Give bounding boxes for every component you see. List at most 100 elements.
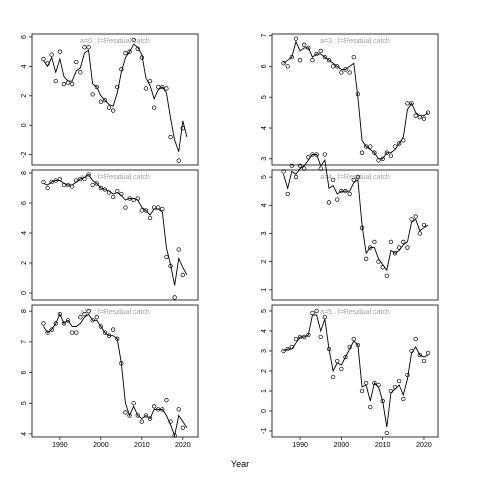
data-point xyxy=(347,70,352,75)
data-point xyxy=(401,396,406,402)
data-point xyxy=(397,141,402,146)
data-point xyxy=(293,336,299,342)
data-point xyxy=(151,404,157,409)
panel-frame xyxy=(271,169,439,301)
fit-line xyxy=(283,314,429,428)
y-tick-label: 1 xyxy=(261,288,268,292)
data-point xyxy=(111,327,116,332)
y-tick-label: 4 xyxy=(261,329,268,333)
panel-title: a=2 : f=Residual catch xyxy=(80,309,150,316)
data-point xyxy=(363,144,369,149)
data-point xyxy=(115,84,120,90)
fit-line xyxy=(43,313,188,438)
data-point xyxy=(359,388,365,394)
data-point xyxy=(168,134,173,140)
data-point xyxy=(78,315,83,320)
panel-frame xyxy=(271,304,439,438)
data-point xyxy=(94,84,99,90)
data-point xyxy=(61,321,67,326)
x-tick-label: 2020 xyxy=(175,442,191,449)
fit-line xyxy=(43,173,188,286)
data-point xyxy=(86,308,91,314)
data-point xyxy=(41,321,46,326)
data-point xyxy=(147,215,153,221)
data-point xyxy=(302,166,307,171)
data-point xyxy=(98,324,104,329)
data-point xyxy=(135,413,140,418)
data-point xyxy=(413,214,418,219)
x-tick-label: 2010 xyxy=(375,442,391,449)
y-tick-label: 7 xyxy=(21,340,28,344)
data-point xyxy=(53,321,58,326)
data-point xyxy=(322,152,328,157)
data-point xyxy=(49,52,54,57)
data-point xyxy=(139,208,144,213)
data-point xyxy=(180,272,185,278)
y-tick-label: 0 xyxy=(261,409,268,413)
data-point xyxy=(41,179,46,185)
data-point xyxy=(86,172,91,177)
data-point xyxy=(49,327,54,332)
y-tick-label: 6 xyxy=(21,201,28,205)
data-point xyxy=(281,61,286,66)
data-point xyxy=(131,37,136,43)
y-tick-label: 3 xyxy=(261,231,268,235)
data-point xyxy=(405,245,410,250)
data-point xyxy=(82,312,87,317)
data-point xyxy=(160,206,165,212)
x-tick-label: 2000 xyxy=(334,442,350,449)
data-point xyxy=(57,49,63,54)
data-point xyxy=(285,191,290,197)
panel-title: a=4 : f=Residual catch xyxy=(320,174,390,181)
data-point xyxy=(285,64,290,69)
data-point xyxy=(70,330,75,335)
data-point xyxy=(314,308,319,314)
y-tick-label: 3 xyxy=(261,349,268,353)
data-point xyxy=(310,58,315,63)
data-point xyxy=(176,407,181,412)
x-tick-label: 1990 xyxy=(292,442,308,449)
data-point xyxy=(335,64,340,69)
y-tick-label: 2 xyxy=(261,260,268,264)
data-point xyxy=(111,108,116,113)
data-point xyxy=(289,163,294,168)
data-point xyxy=(372,150,377,155)
panel-frame xyxy=(31,169,199,301)
data-point xyxy=(70,81,75,87)
y-tick-label: 5 xyxy=(261,309,268,313)
data-point xyxy=(409,101,414,106)
data-point xyxy=(302,42,307,47)
data-point xyxy=(401,239,406,245)
data-point xyxy=(180,425,185,430)
fit-line xyxy=(283,40,429,160)
y-tick-label: -2 xyxy=(21,151,28,157)
data-point xyxy=(127,49,132,54)
x-tick-label: 1990 xyxy=(52,442,68,449)
data-point xyxy=(74,330,79,335)
data-point xyxy=(147,416,153,421)
x-tick-label: 2020 xyxy=(416,442,432,449)
data-point xyxy=(409,217,414,222)
data-point xyxy=(131,401,136,406)
data-point xyxy=(417,352,422,358)
panel-title: a=0 : f=Residual catch xyxy=(80,38,150,45)
data-point xyxy=(156,84,161,90)
y-tick-label: -1 xyxy=(261,428,268,434)
data-point xyxy=(123,410,128,415)
data-point xyxy=(94,181,99,186)
y-tick-label: 3 xyxy=(261,157,268,161)
data-point xyxy=(164,86,169,91)
data-point xyxy=(160,84,165,90)
data-point xyxy=(355,174,361,180)
data-point xyxy=(421,116,427,121)
data-point xyxy=(78,70,83,75)
y-tick-label: 4 xyxy=(21,64,28,68)
data-point xyxy=(351,177,356,183)
data-point xyxy=(86,45,91,50)
data-point xyxy=(82,45,87,50)
y-tick-label: 4 xyxy=(261,203,268,207)
data-point xyxy=(102,330,108,335)
data-point xyxy=(102,187,108,192)
data-point xyxy=(65,318,71,323)
data-point xyxy=(74,59,79,65)
